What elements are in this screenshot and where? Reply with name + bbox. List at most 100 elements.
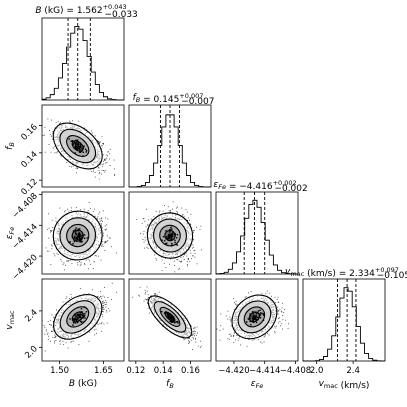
sample-point — [51, 248, 53, 250]
sample-point — [114, 175, 116, 177]
core-point — [171, 228, 173, 230]
core-point — [168, 237, 170, 240]
sample-point — [87, 268, 89, 270]
sample-point — [106, 302, 108, 304]
sample-point — [38, 233, 39, 234]
sample-point — [186, 255, 188, 257]
sample-point — [57, 121, 59, 123]
core-point — [169, 236, 172, 238]
sample-point — [102, 301, 103, 303]
core-point — [74, 147, 76, 150]
sample-point — [93, 329, 95, 331]
core-point — [75, 143, 77, 145]
sample-point — [91, 171, 93, 172]
sample-point — [101, 217, 103, 219]
sample-point — [180, 257, 182, 258]
sample-point — [161, 270, 163, 271]
sample-point — [216, 242, 217, 243]
core-point — [73, 235, 76, 238]
sample-point — [64, 210, 66, 212]
sample-point — [177, 206, 178, 208]
sample-point — [94, 135, 96, 137]
sample-point — [174, 265, 176, 266]
sample-point — [145, 226, 147, 228]
sample-point — [105, 228, 107, 230]
core-point — [163, 240, 166, 242]
sample-point — [106, 162, 108, 164]
sample-point — [51, 229, 53, 231]
sample-point — [174, 271, 176, 273]
panel-title-2: εFe = −4.416+0.002−0.002 — [213, 179, 307, 194]
sample-point — [104, 229, 106, 231]
core-point — [170, 238, 172, 240]
sample-point — [99, 323, 101, 325]
sample-point — [50, 230, 51, 232]
sample-point — [146, 246, 148, 248]
sample-point — [51, 135, 52, 137]
sample-point — [93, 261, 95, 263]
sample-point — [104, 242, 106, 244]
sample-point — [183, 253, 185, 255]
core-point — [176, 244, 179, 246]
sample-point — [102, 143, 104, 144]
sample-point — [113, 159, 115, 161]
core-point — [169, 229, 172, 231]
sample-point — [144, 247, 146, 249]
core-point — [176, 233, 179, 236]
core-point — [84, 148, 87, 151]
core-point — [75, 227, 77, 229]
scatter-panel-2-0 — [38, 191, 125, 275]
sample-point — [92, 268, 94, 269]
sample-point — [98, 255, 99, 257]
sample-point — [99, 218, 101, 220]
sample-point — [102, 165, 103, 167]
sample-point — [147, 228, 148, 230]
sample-point — [185, 252, 187, 254]
sample-point — [193, 250, 195, 252]
sample-point — [147, 243, 149, 245]
sample-point — [66, 260, 68, 262]
sample-point — [98, 170, 100, 171]
sample-point — [104, 250, 106, 252]
sample-point — [55, 248, 57, 250]
sample-point — [84, 127, 85, 129]
sample-point — [194, 252, 196, 254]
core-point — [76, 240, 78, 243]
sample-point — [180, 261, 182, 263]
sample-point — [192, 255, 194, 257]
scatter-panel-3-0 — [41, 278, 125, 362]
sample-point — [181, 260, 182, 262]
sample-point — [103, 154, 105, 156]
core-point — [82, 155, 84, 157]
sample-point — [190, 223, 192, 225]
sample-point — [169, 263, 170, 265]
core-point — [168, 231, 171, 233]
sample-point — [113, 168, 115, 170]
sample-point — [178, 268, 180, 270]
core-point — [81, 235, 83, 237]
sample-point — [52, 138, 54, 140]
sample-point — [107, 240, 109, 242]
sample-point — [60, 155, 62, 157]
sample-point — [146, 208, 147, 210]
sample-point — [114, 173, 116, 175]
core-point — [176, 237, 178, 239]
core-point — [79, 145, 81, 147]
sample-point — [107, 235, 108, 237]
sample-point — [92, 210, 94, 212]
sample-point — [99, 141, 101, 143]
panel-frame — [41, 17, 125, 101]
core-point — [170, 233, 173, 235]
core-point — [174, 233, 176, 235]
sample-point — [142, 218, 144, 220]
core-point — [166, 236, 168, 238]
sample-point — [98, 167, 100, 169]
sample-point — [101, 136, 103, 138]
sample-point — [175, 207, 177, 209]
histogram-panel-1 — [128, 104, 212, 188]
sample-point — [100, 223, 102, 224]
core-point — [171, 242, 173, 245]
sample-point — [158, 214, 160, 216]
core-point — [73, 240, 76, 242]
panel-frame — [41, 191, 125, 275]
